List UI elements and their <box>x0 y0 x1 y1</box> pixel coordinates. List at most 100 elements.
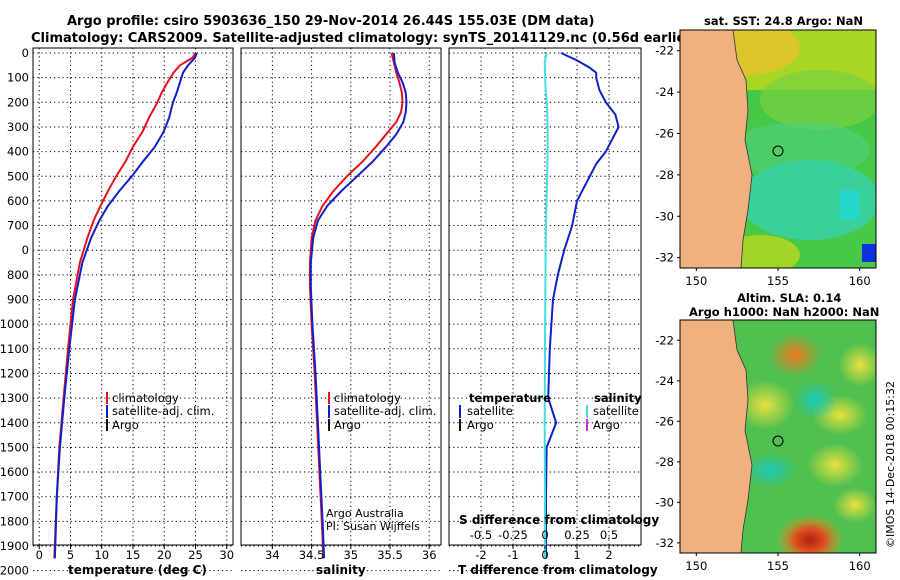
depth-tick-label: 700 <box>7 219 29 233</box>
temperature-series <box>53 52 198 559</box>
legend-t-argo-label: Argo <box>467 418 494 432</box>
figure-title-line2: Climatology: CARS2009. Satellite-adjuste… <box>31 31 698 46</box>
map-y-tick-label: -22 <box>655 333 674 347</box>
x-tick-label: 34.5 <box>299 548 325 562</box>
depth-tick-label: 1300 <box>0 391 29 405</box>
depth-tick-label: 1000 <box>0 317 29 331</box>
depth-tick-label: 300 <box>7 120 29 134</box>
imos-timestamp: ©IMOS 14-Dec-2018 00:15:32 <box>884 381 897 548</box>
legend-satellite-label: satellite-adj. clim. <box>112 404 214 418</box>
salinity-series <box>309 52 408 559</box>
difference-s-ticks: -0.5 -0.25 0 0.25 0.5 <box>470 528 618 542</box>
argo-float-marker <box>772 435 784 447</box>
difference-gridlines <box>449 48 641 572</box>
temperature-panel: 0 5 10 15 20 25 30 temperature (deg C) climato… <box>32 47 234 577</box>
sst-map-panel: sat. SST: 24.8 Argo: NaN 150 155 160 -22 -24… <box>655 14 877 288</box>
legend-salinity-heading: salinity <box>594 391 642 405</box>
figure-title-line1: Argo profile: csiro 5903636_150 29-Nov-2… <box>67 14 594 29</box>
map-y-tick-label: -28 <box>655 168 674 182</box>
depth-tick-label: 1900 <box>0 539 29 553</box>
salinity-gridlines <box>241 48 441 572</box>
temperature-x-ticks: 0 5 10 15 20 25 30 <box>36 545 234 562</box>
depth-tick-label: 1600 <box>0 465 29 479</box>
map-y-tick-label: -32 <box>655 536 674 550</box>
s-tick-label: -0.25 <box>498 528 528 542</box>
x-tick-label: 5 <box>67 548 74 562</box>
salinity-panel: 34 34.5 35 35.5 36 salinity climatology sate… <box>240 47 442 577</box>
map-y-tick-label: -24 <box>655 85 674 99</box>
legend-t-satellite-label: satellite <box>467 404 513 418</box>
x-tick-label: 35 <box>343 548 358 562</box>
s-tick-label: 0 <box>541 528 548 542</box>
credit-line1: Argo Australia <box>326 507 404 520</box>
x-tick-label: 20 <box>157 548 172 562</box>
temperature-gridlines <box>33 48 233 572</box>
salinity-xlabel: salinity <box>316 563 366 577</box>
sla-map-image <box>680 320 876 553</box>
x-tick-label: 1 <box>573 548 580 562</box>
depth-tick-label: 400 <box>7 145 29 159</box>
salinity-legend: climatology satellite-adj. clim. Argo <box>328 391 436 432</box>
depth-tick-label: 2000 <box>0 564 29 578</box>
x-tick-label: 15 <box>126 548 141 562</box>
series-line-climatology <box>53 52 197 559</box>
map-y-tick-label: -26 <box>655 126 674 140</box>
depth-tick-label: 200 <box>7 95 29 109</box>
depth-tick-label: 600 <box>7 194 29 208</box>
map-x-tick-label: 160 <box>849 559 871 573</box>
map-y-tick-label: -22 <box>655 44 674 58</box>
x-tick-label: 35.5 <box>377 548 403 562</box>
depth-tick-label: 1500 <box>0 440 29 454</box>
sla-map-ticks: 150 155 160 -22 -24 -26 -28 -30 -32 <box>655 333 870 573</box>
x-tick-label: -1 <box>507 548 518 562</box>
difference-legend: temperature satellite Argo salinity sate… <box>459 391 642 432</box>
x-tick-label: 25 <box>188 548 203 562</box>
salinity-axes-frame <box>240 47 442 546</box>
map-y-tick-label: -30 <box>655 209 674 223</box>
map-x-tick-label: 155 <box>767 559 789 573</box>
s-difference-label: S difference from climatology <box>459 513 659 527</box>
series-line-satellite-adj-clim- <box>309 52 408 559</box>
sst-map-image <box>680 30 876 268</box>
difference-series <box>543 52 620 559</box>
map-x-tick-label: 155 <box>767 274 789 288</box>
x-tick-label: 0 <box>36 548 43 562</box>
map-y-tick-label: -24 <box>655 374 674 388</box>
temperature-xlabel: temperature (deg C) <box>68 563 207 577</box>
sla-map-title-line1: Altim. SLA: 0.14 <box>737 291 841 305</box>
argo-float-marker <box>772 145 784 157</box>
t-difference-xlabel: T difference from climatology <box>458 563 658 577</box>
temperature-legend: climatology satellite-adj. clim. Argo <box>106 391 214 432</box>
salinity-x-ticks: 34 34.5 35 35.5 36 <box>265 545 437 562</box>
map-y-tick-label: -28 <box>655 455 674 469</box>
depth-tick-label: 800 <box>7 268 29 282</box>
depth-tick-label: 900 <box>7 293 29 307</box>
s-tick-label: 0.5 <box>600 528 618 542</box>
legend-s-argo-label: Argo <box>593 418 620 432</box>
series-line-s-satellite <box>543 52 549 559</box>
depth-tick-label: 1100 <box>0 342 29 356</box>
difference-x-ticks: -2 -1 0 1 2 <box>475 545 613 562</box>
sla-map-title-line2: Argo h1000: NaN h2000: NaN <box>689 305 879 319</box>
difference-panel: -2 -1 0 1 2 -0.5 -0.25 0 0.25 0.5 S difference f… <box>448 47 659 577</box>
series-line-climatology <box>309 52 404 559</box>
depth-tick-label: 1800 <box>0 514 29 528</box>
depth-tick-label: 500 <box>7 169 29 183</box>
x-tick-label: 2 <box>605 548 612 562</box>
x-tick-label: -2 <box>475 548 486 562</box>
series-line-t-satellite <box>545 52 620 559</box>
x-tick-label: 36 <box>422 548 437 562</box>
sst-map-title: sat. SST: 24.8 Argo: NaN <box>704 14 863 28</box>
legend-satellite-label: satellite-adj. clim. <box>334 404 436 418</box>
map-x-tick-label: 150 <box>685 559 707 573</box>
s-tick-label: 0.25 <box>564 528 590 542</box>
legend-argo-label: Argo <box>334 418 361 432</box>
depth-tick-label: 1400 <box>0 416 29 430</box>
map-y-tick-label: -32 <box>655 251 674 265</box>
series-line-satellite-adj-clim- <box>53 52 198 559</box>
depth-axis-labels: 0 100 200 300 400 500 600 700 0 800 900 1000 1100 120… <box>0 46 29 578</box>
legend-climatology-label: climatology <box>112 391 179 405</box>
legend-climatology-label: climatology <box>334 391 401 405</box>
depth-tick-label: 0 <box>22 243 29 257</box>
depth-tick-label: 0 <box>22 46 29 60</box>
